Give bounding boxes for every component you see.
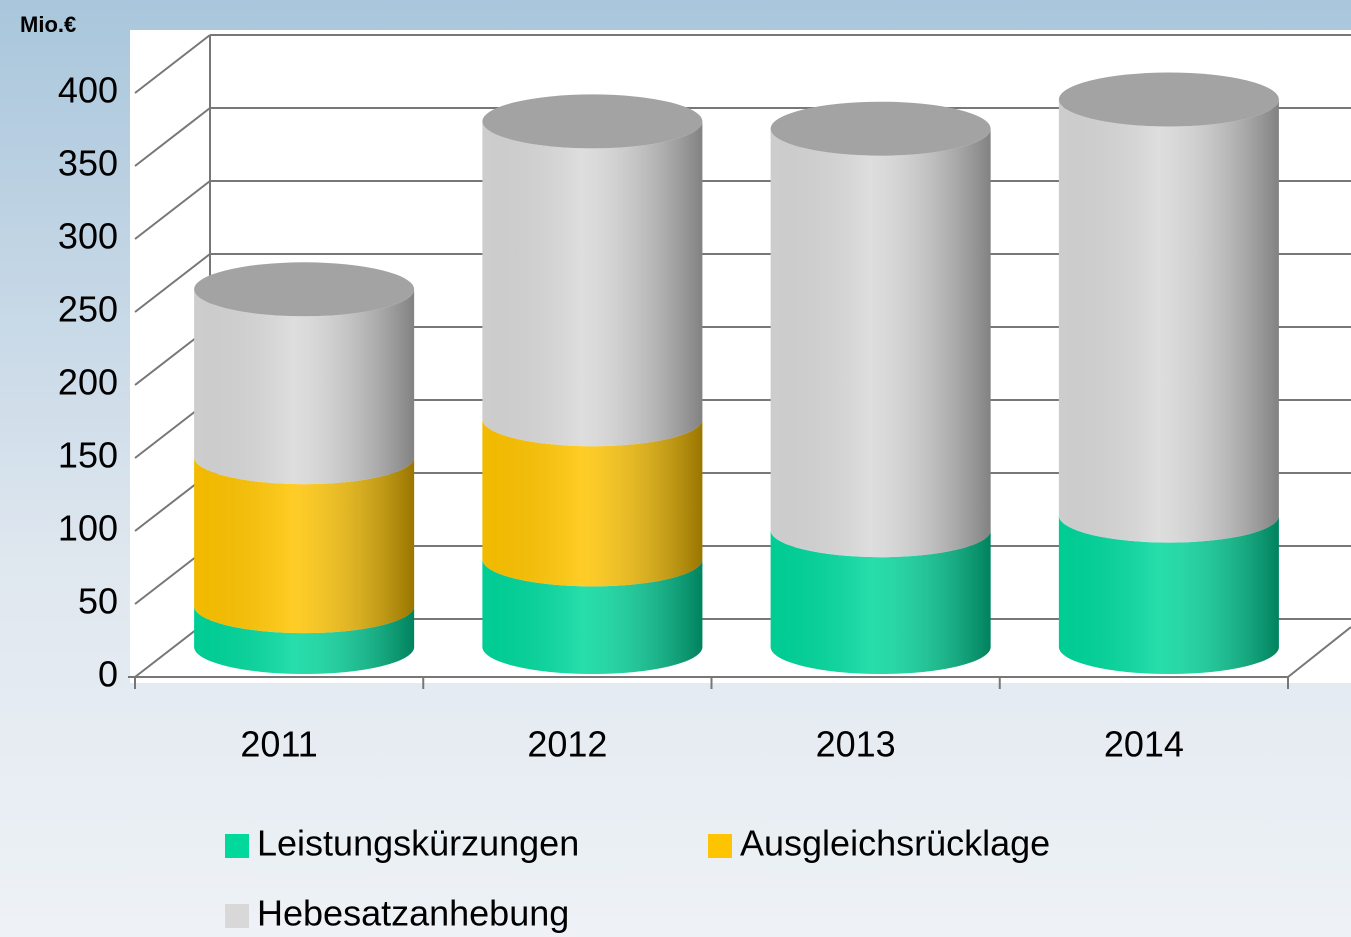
cylinder-shade bbox=[1058, 515, 1279, 674]
legend-swatch bbox=[225, 834, 249, 858]
y-tick-label: 150 bbox=[58, 435, 118, 476]
cylinder-shade bbox=[482, 419, 703, 587]
cylinder-cap bbox=[1058, 72, 1279, 127]
y-axis-label: Mio.€ bbox=[20, 12, 76, 37]
cylinder-shade bbox=[194, 457, 415, 634]
grid-line bbox=[134, 253, 211, 313]
y-tick-label: 350 bbox=[58, 143, 118, 184]
cylinder-cap bbox=[482, 94, 703, 149]
legend-label: Ausgleichsrücklage bbox=[740, 823, 1050, 864]
cylinder-shade bbox=[194, 606, 415, 674]
x-tick-label: 2011 bbox=[240, 724, 317, 765]
legend-swatch bbox=[708, 834, 732, 858]
y-tick-label: 200 bbox=[58, 362, 118, 403]
grid-line bbox=[134, 180, 211, 240]
y-tick-label: 400 bbox=[58, 70, 118, 111]
legend-swatch bbox=[225, 904, 249, 928]
y-tick-label: 0 bbox=[98, 654, 118, 695]
x-tick-label: 2014 bbox=[1104, 724, 1184, 765]
cylinder-shade bbox=[770, 530, 991, 674]
cylinder-shade bbox=[1058, 99, 1279, 543]
grid-line bbox=[134, 34, 211, 94]
x-tick-label: 2012 bbox=[527, 724, 607, 765]
y-tick-label: 100 bbox=[58, 508, 118, 549]
cylinder-cap bbox=[770, 101, 991, 156]
x-tick-label: 2013 bbox=[816, 724, 896, 765]
y-tick-label: 50 bbox=[78, 581, 118, 622]
y-tick-label: 250 bbox=[58, 289, 118, 330]
cylinder-shade bbox=[770, 128, 991, 558]
cylinder-shade bbox=[482, 121, 703, 447]
cylinder-shade bbox=[482, 559, 703, 674]
cylinder-shade bbox=[194, 289, 415, 485]
cylinder-cap bbox=[194, 262, 415, 317]
legend-label: Leistungskürzungen bbox=[257, 823, 579, 864]
grid-line bbox=[134, 107, 211, 167]
y-tick-label: 300 bbox=[58, 216, 118, 257]
axis bbox=[1287, 626, 1351, 678]
legend-label: Hebesatzanhebung bbox=[257, 893, 569, 934]
